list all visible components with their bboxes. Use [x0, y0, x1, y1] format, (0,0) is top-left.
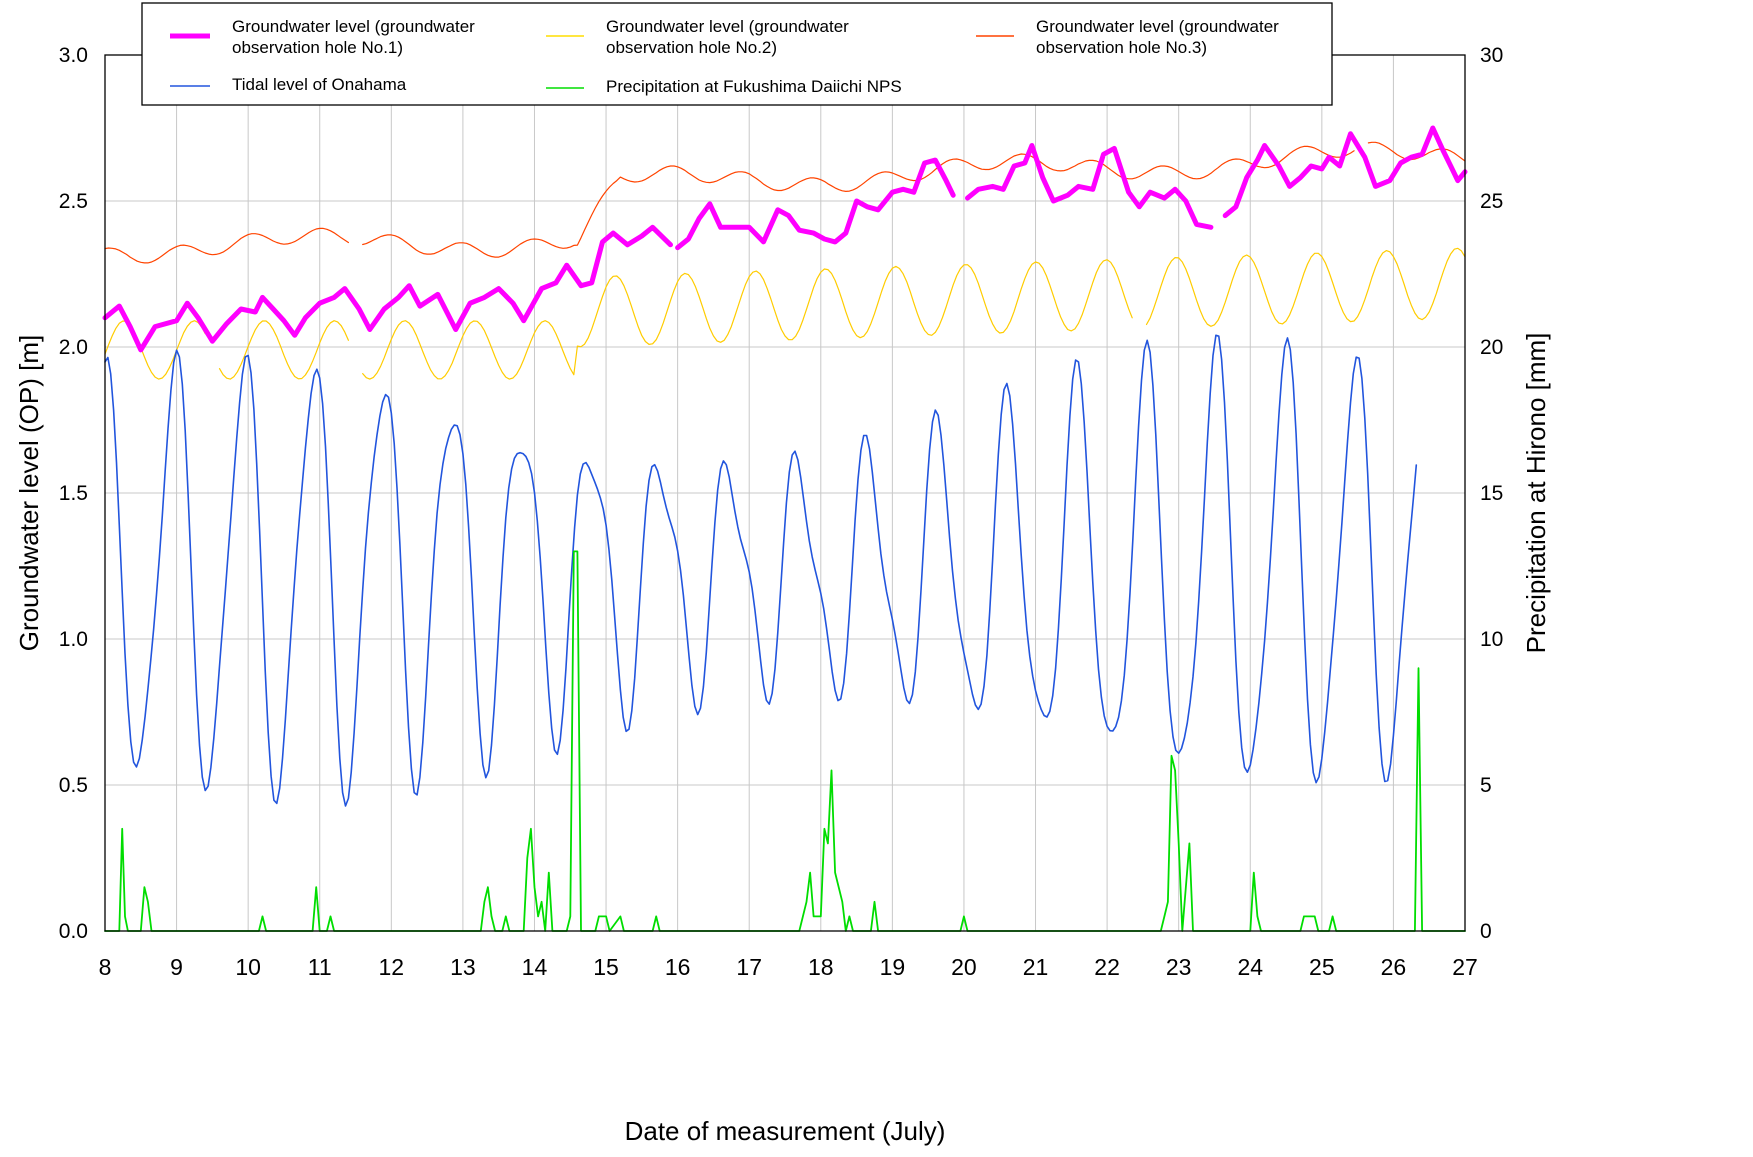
x-tick-label: 14: [522, 954, 548, 980]
x-tick-label: 17: [736, 954, 762, 980]
y-left-tick-label: 2.0: [59, 336, 88, 359]
x-tick-label: 25: [1309, 954, 1335, 980]
x-axis-label: Date of measurement (July): [625, 1116, 946, 1146]
series-line-3: [104, 334, 1418, 807]
x-tick-label: 20: [951, 954, 977, 980]
legend-label-hole2-line1: Groundwater level (groundwater: [606, 17, 849, 36]
x-tick-label: 10: [235, 954, 261, 980]
y-right-tick-label: 25: [1480, 190, 1503, 213]
y-right-tick-label: 20: [1480, 336, 1503, 359]
legend-box: [141, 2, 1333, 106]
x-tick-label: 22: [1094, 954, 1120, 980]
x-axis-ticks: 8 9 10 11 12 13 14 15 16 17 18 19 20 21 22 23 24 25 26 27: [99, 954, 1478, 980]
legend-label-tide: Tidal level of Onahama: [232, 75, 407, 94]
y-left-tick-label: 0.0: [59, 920, 88, 943]
legend: Groundwater level (groundwater observati…: [141, 2, 1333, 106]
series-line-4: [104, 550, 1466, 932]
x-tick-label: 23: [1166, 954, 1192, 980]
series-line-1: [104, 247, 1466, 380]
x-tick-label: 11: [308, 954, 332, 980]
grid-lines: [104, 54, 1466, 932]
legend-label-hole3-line1: Groundwater level (groundwater: [1036, 17, 1279, 36]
x-tick-label: 26: [1381, 954, 1407, 980]
y-left-tick-label: 1.5: [59, 482, 88, 505]
y-axis-left-label: Groundwater level (OP) [m]: [14, 335, 44, 651]
y-right-tick-label: 15: [1480, 482, 1503, 505]
x-tick-label: 9: [170, 954, 183, 980]
y-left-tick-label: 0.5: [59, 774, 88, 797]
series-layer: [102, 125, 1468, 932]
legend-label-hole3-line2: observation hole No.3): [1036, 38, 1207, 57]
x-tick-label: 8: [99, 954, 112, 980]
y-left-tick-label: 1.0: [59, 628, 88, 651]
legend-label-hole1-line1: Groundwater level (groundwater: [232, 17, 475, 36]
y-axis-left-ticks: 0.0 0.5 1.0 1.5 2.0 2.5 3.0: [59, 44, 88, 943]
x-tick-label: 19: [880, 954, 906, 980]
y-right-tick-label: 30: [1480, 44, 1503, 67]
y-right-tick-label: 0: [1480, 920, 1492, 943]
series-line-2: [104, 141, 1466, 264]
legend-label-precip: Precipitation at Fukushima Daiichi NPS: [606, 77, 902, 96]
y-left-tick-label: 2.5: [59, 190, 88, 213]
series-line-0: [102, 125, 1468, 353]
x-tick-label: 18: [808, 954, 834, 980]
x-tick-label: 16: [665, 954, 691, 980]
y-right-tick-label: 10: [1480, 628, 1503, 651]
y-axis-right-label: Precipitation at Hirono [mm]: [1521, 333, 1551, 654]
x-tick-label: 12: [379, 954, 405, 980]
legend-label-hole1-line2: observation hole No.1): [232, 38, 403, 57]
y-axis-right-ticks: 0 5 10 15 20 25 30: [1480, 44, 1503, 943]
x-tick-label: 15: [593, 954, 619, 980]
x-tick-label: 21: [1023, 954, 1049, 980]
y-right-tick-label: 5: [1480, 774, 1492, 797]
legend-label-hole2-line2: observation hole No.2): [606, 38, 777, 57]
y-left-tick-label: 3.0: [59, 44, 88, 67]
x-tick-label: 24: [1237, 954, 1263, 980]
x-tick-label: 27: [1452, 954, 1478, 980]
x-tick-label: 13: [450, 954, 476, 980]
